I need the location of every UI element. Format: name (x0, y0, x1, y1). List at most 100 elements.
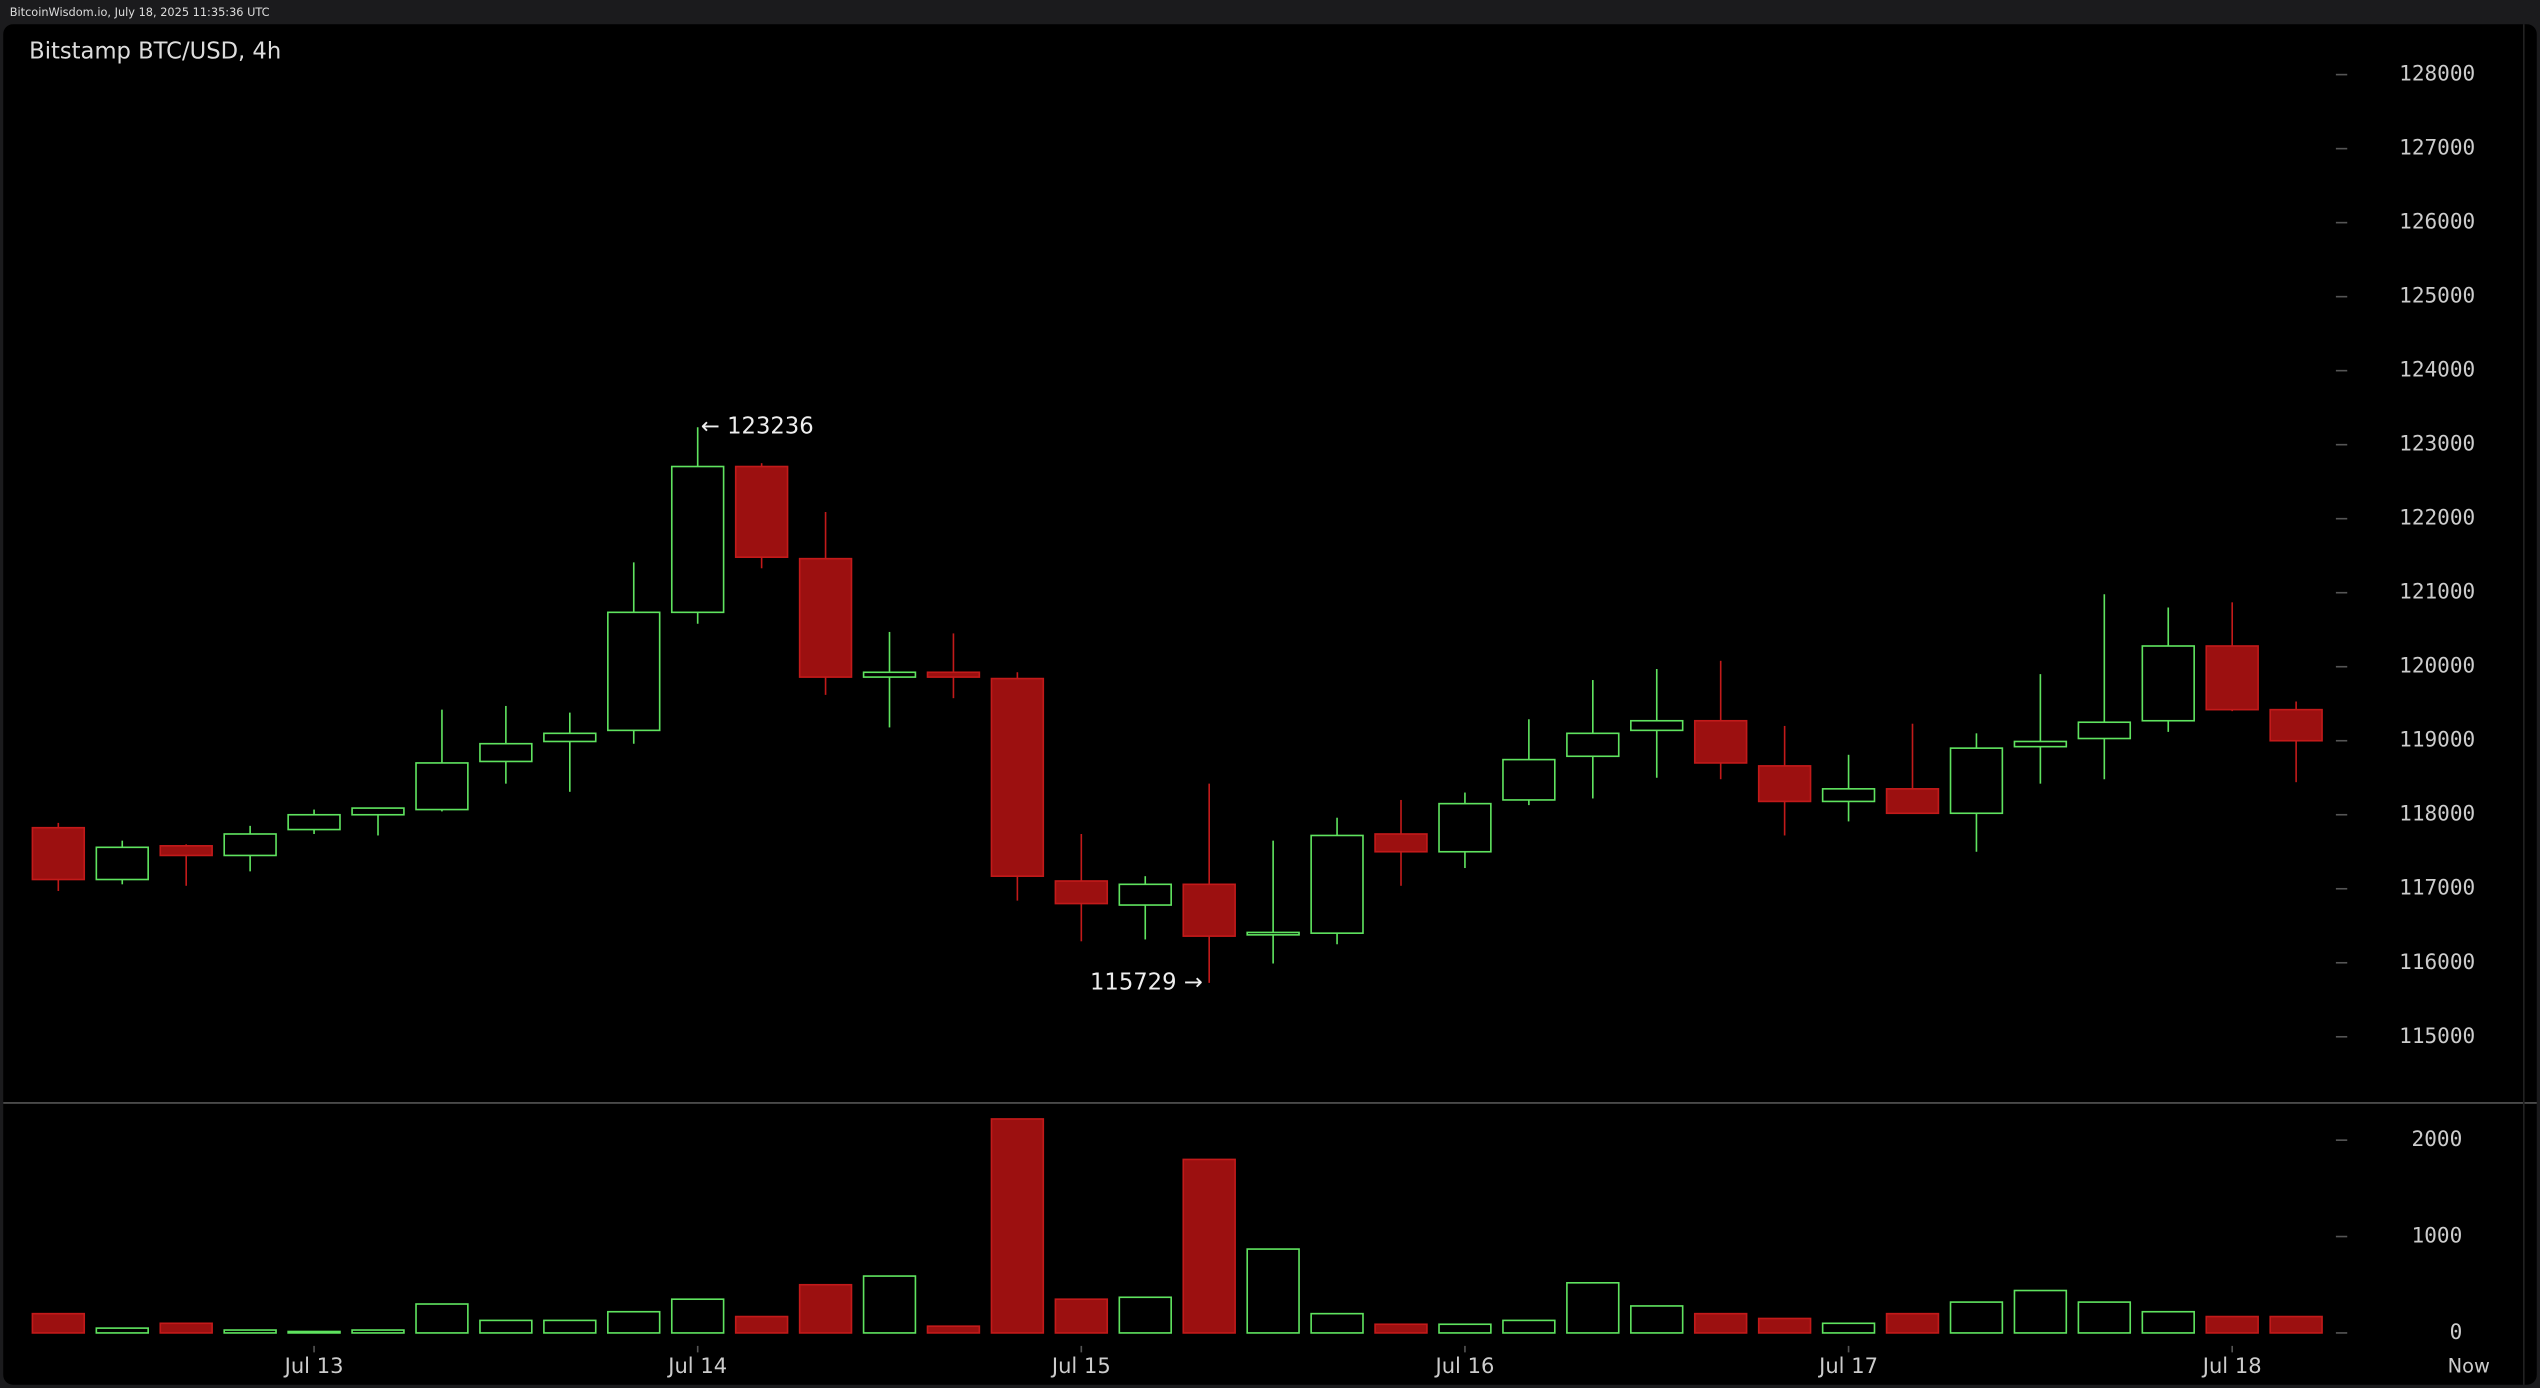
candle-body (2141, 645, 2195, 722)
volume-bar (2141, 1310, 2195, 1334)
volume-bar (415, 1303, 469, 1334)
volume-bar (1693, 1312, 1748, 1334)
volume-tick-label: 2000 (2412, 1126, 2463, 1151)
candle-body (1374, 833, 1428, 853)
volume-bar (2269, 1315, 2323, 1334)
candle-body (1949, 747, 2004, 815)
candle-body (351, 807, 405, 816)
y-tick-label: 120000 (2399, 653, 2475, 678)
volume-bar (2205, 1315, 2259, 1334)
y-tick-label: 118000 (2399, 801, 2475, 826)
candle-body (1310, 834, 1364, 934)
y-tick-label: 115000 (2399, 1023, 2475, 1048)
x-tick-label: Jul 15 (1050, 1353, 1111, 1378)
candle-body (1054, 880, 1109, 905)
candle-body (2205, 645, 2259, 711)
candle-body (543, 732, 597, 743)
volume-bar (607, 1310, 661, 1334)
chart-title: Bitstamp BTC/USD, 4h (29, 38, 281, 64)
candle-body (607, 611, 661, 732)
volume-bar (159, 1322, 213, 1334)
x-tick-label: Jul 18 (2201, 1353, 2262, 1378)
candle-body (2269, 708, 2323, 742)
x-tick-label: Jul 14 (666, 1353, 727, 1378)
x-tick-label: Jul 13 (283, 1353, 344, 1378)
volume-bar (1885, 1312, 1940, 1334)
y-tick-label: 116000 (2399, 949, 2475, 974)
candle-body (798, 557, 853, 678)
chart-panel (3, 24, 2537, 1385)
candle-body (287, 813, 341, 831)
candle-body (1821, 788, 1876, 803)
volume-bar (287, 1330, 341, 1334)
volume-bar (1374, 1323, 1428, 1334)
volume-bar (670, 1298, 725, 1334)
volume-bar (1630, 1305, 1684, 1334)
y-tick-label: 123000 (2399, 431, 2475, 456)
candle-body (734, 465, 789, 558)
volume-bar (734, 1315, 789, 1334)
volume-bar (31, 1312, 86, 1334)
volume-tick-label: 0 (2450, 1319, 2463, 1344)
volume-bar (990, 1118, 1045, 1334)
y-tick-label: 125000 (2399, 283, 2475, 308)
volume-tick-label: 1000 (2412, 1223, 2463, 1248)
candle-body (1630, 719, 1684, 732)
candle-body (1502, 758, 1556, 801)
volume-bar (1118, 1296, 1172, 1334)
volume-bar (223, 1329, 277, 1334)
y-tick-label: 117000 (2399, 875, 2475, 900)
volume-bar (1502, 1319, 1556, 1334)
y-tick-label: 121000 (2399, 579, 2475, 604)
volume-bar (1949, 1301, 2004, 1334)
volume-bar (862, 1275, 917, 1334)
now-label: Now (2448, 1354, 2490, 1377)
volume-bar (1757, 1317, 1812, 1334)
x-tick-label: Jul 16 (1433, 1353, 1494, 1378)
volume-bar (95, 1327, 149, 1334)
y-tick-label: 119000 (2399, 727, 2475, 752)
volume-bar (798, 1283, 853, 1334)
candle-body (1118, 883, 1172, 906)
candle-body (1693, 719, 1748, 764)
volume-bar (351, 1329, 405, 1334)
volume-bar (1566, 1282, 1620, 1334)
candle-body (862, 671, 917, 678)
y-tick-label: 124000 (2399, 357, 2475, 382)
volume-bar (1054, 1298, 1109, 1334)
candle-body (479, 742, 533, 763)
volume-bar (926, 1325, 981, 1334)
y-tick-label: 122000 (2399, 505, 2475, 530)
candle-body (1885, 788, 1940, 815)
high-annotation: ← 123236 (701, 414, 814, 440)
candle-body (670, 465, 725, 614)
candle-body (2077, 721, 2132, 740)
candle-body (990, 677, 1045, 877)
volume-bar (1438, 1323, 1492, 1334)
volume-bar (1182, 1158, 1236, 1334)
candle-body (1182, 883, 1236, 937)
candle-body (2013, 740, 2068, 748)
candle-body (1246, 931, 1300, 936)
candle-body (1757, 765, 1812, 803)
candle-body (223, 833, 277, 857)
volume-bar (479, 1319, 533, 1334)
y-tick-label: 128000 (2399, 61, 2475, 86)
x-tick-label: Jul 17 (1817, 1353, 1878, 1378)
y-tick-label: 127000 (2399, 135, 2475, 160)
candle-body (1438, 802, 1492, 853)
candle-body (1566, 732, 1620, 758)
candle-body (159, 845, 213, 857)
candle-body (415, 762, 469, 811)
candle-body (926, 671, 981, 678)
volume-bar (543, 1319, 597, 1334)
candle-body (31, 826, 86, 881)
volume-bar (2077, 1301, 2132, 1334)
y-tick-label: 126000 (2399, 209, 2475, 234)
header: BitcoinWisdom.io, July 18, 2025 11:35:36… (10, 5, 270, 19)
volume-bar (1246, 1248, 1300, 1334)
low-annotation: 115729 → (1090, 969, 1203, 995)
volume-bar (1821, 1322, 1876, 1334)
